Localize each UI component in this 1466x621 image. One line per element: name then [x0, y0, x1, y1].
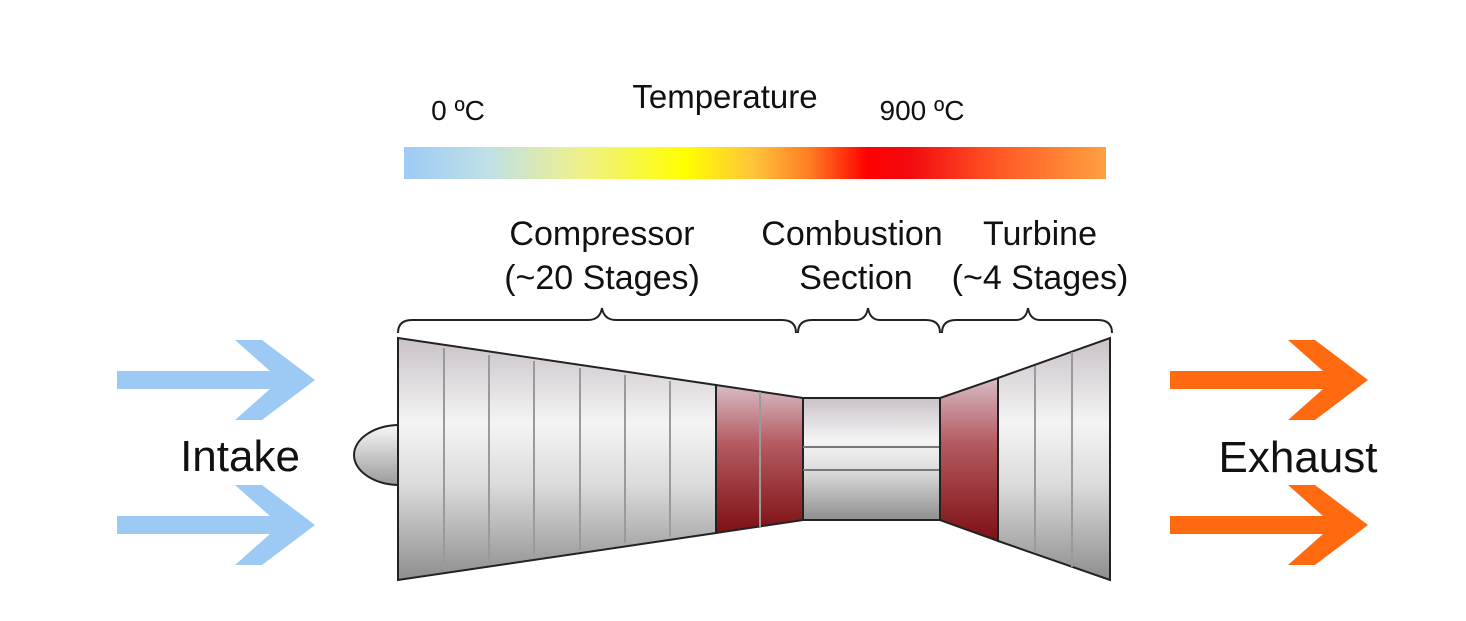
brace [397, 307, 797, 334]
section-label: Section [799, 259, 912, 297]
section-label: Compressor [509, 215, 694, 253]
arrow [117, 340, 315, 420]
section-label: (~20 Stages) [504, 259, 700, 297]
turbine [997, 336, 1111, 582]
section-label: (~4 Stages) [952, 259, 1129, 297]
brace [797, 307, 941, 334]
max-temp-label: 900 ºC [880, 95, 965, 126]
braces [397, 307, 1113, 334]
exhaust-arrows [1170, 340, 1368, 565]
temperature-scale [404, 147, 1106, 179]
brace [941, 307, 1113, 334]
section-label: Turbine [983, 215, 1097, 253]
compressor [397, 336, 717, 582]
arrow [117, 485, 315, 565]
stage-dividers [443, 348, 761, 570]
min-temp-label: 0 ºC [431, 95, 485, 126]
arrow [1170, 340, 1368, 420]
arrow [1170, 485, 1368, 565]
intake-arrows [117, 340, 315, 565]
exhaust-label: Exhaust [1219, 433, 1378, 482]
intake-label: Intake [180, 432, 300, 481]
stage-dividers [1034, 352, 1073, 567]
temperature-title: Temperature [632, 78, 817, 115]
combustion-chamber [802, 397, 941, 521]
turbine-hot-stage [939, 376, 999, 543]
section-label: Combustion [761, 215, 942, 253]
